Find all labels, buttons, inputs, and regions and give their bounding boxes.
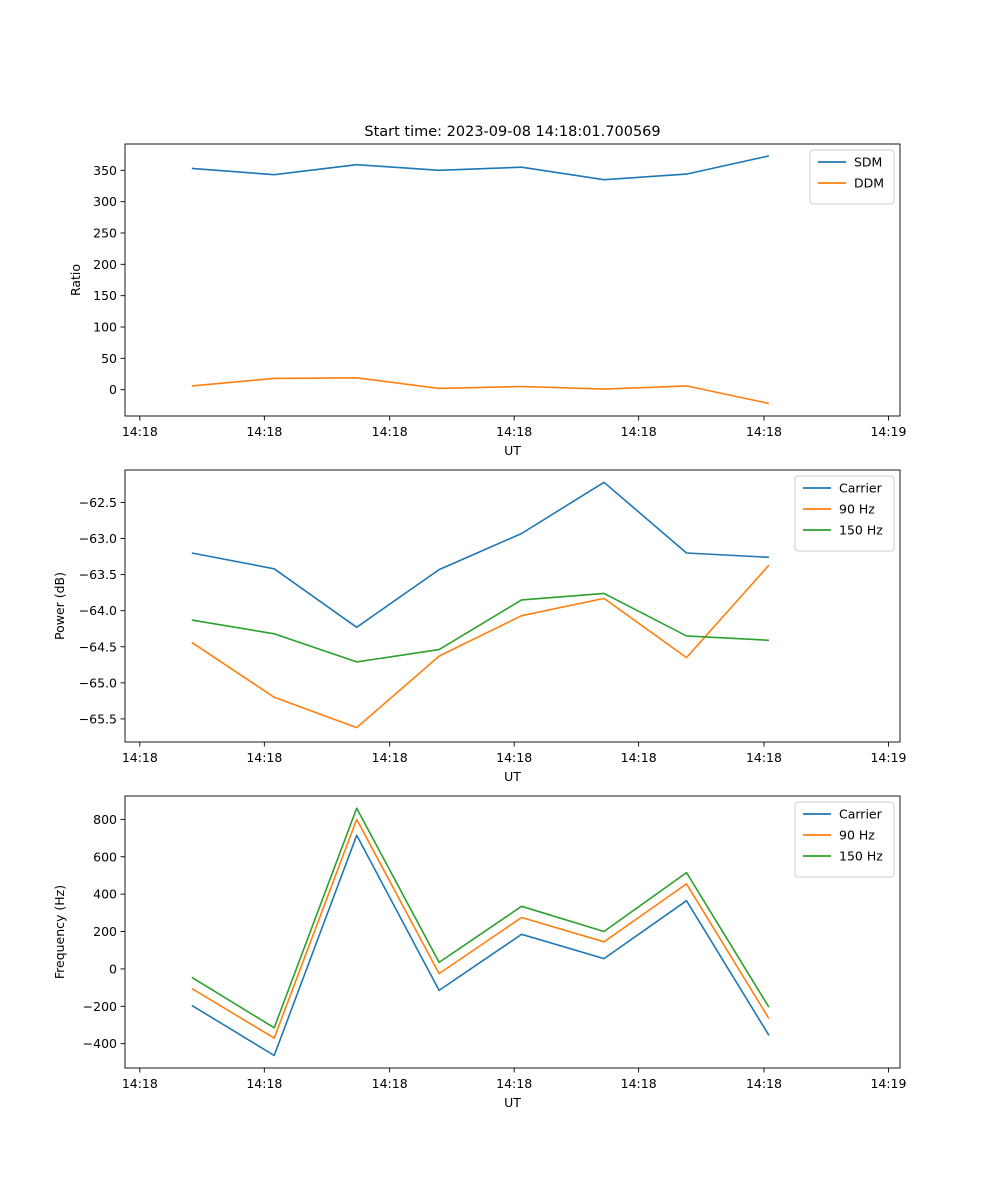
x-tick-label: 14:19 [870, 750, 906, 765]
x-tick-label: 14:18 [372, 1076, 408, 1091]
chart-panel-3: 14:18 14:18 14:18 14:18 14:18 14:18 14:19 −400 −… [52, 795, 907, 1110]
x-tick-label: 14:18 [372, 750, 408, 765]
y-tick-label: 600 [93, 849, 117, 864]
x-tick-label: 14:18 [122, 424, 158, 439]
y-tick-label: −64.5 [79, 639, 117, 654]
y-tick-label: 200 [93, 924, 117, 939]
y-tick-label: −63.5 [79, 567, 117, 582]
y-tick-label: 150 [93, 288, 117, 303]
axes-frame [124, 795, 901, 1069]
figure-title: Start time: 2023-09-08 14:18:01.700569 [364, 124, 660, 140]
x-tick-label: 14:18 [746, 424, 782, 439]
chart-panel-1: 14:18 14:18 14:18 14:18 14:18 14:18 14:19 0 50 10… [68, 143, 907, 458]
y-tick-label: −200 [83, 999, 117, 1014]
y-tick-label: −62.5 [79, 495, 117, 510]
series-line-ddm [191, 376, 770, 405]
y-tick-label: 50 [101, 351, 117, 366]
series-line-150-hz [191, 592, 769, 663]
x-axis-label: UT [504, 769, 521, 784]
y-axis-label: Ratio [68, 264, 83, 296]
x-tick-label: 14:18 [122, 1076, 158, 1091]
x-tick-label: 14:18 [246, 750, 282, 765]
x-tick-label: 14:18 [621, 424, 657, 439]
series-line-carrier [191, 481, 769, 629]
y-tick-label: 400 [93, 887, 117, 902]
y-tick-label: −400 [83, 1036, 117, 1051]
legend: Carrier 90 Hz 150 Hz [794, 475, 895, 552]
legend-box [794, 801, 895, 878]
y-tick-label: −65.5 [79, 711, 117, 726]
legend-box [809, 149, 895, 205]
legend-label: 150 Hz [839, 849, 883, 864]
y-tick-label: 250 [93, 225, 117, 240]
legend-label: Carrier [839, 807, 883, 822]
y-tick-label: 0 [109, 961, 117, 976]
y-tick-label: 100 [93, 320, 117, 335]
x-axis-label: UT [504, 443, 521, 458]
y-tick-label: −65.0 [79, 675, 117, 690]
x-tick-label: 14:18 [746, 1076, 782, 1091]
legend-label: 90 Hz [839, 828, 875, 843]
x-tick-label: 14:18 [621, 750, 657, 765]
legend-box [794, 475, 895, 552]
legend: SDM DDM [809, 149, 895, 205]
x-tick-label: 14:18 [122, 750, 158, 765]
legend-label: SDM [854, 155, 882, 170]
y-axis-label: Power (dB) [52, 572, 67, 640]
y-tick-label: 0 [109, 382, 117, 397]
y-tick-label: −63.0 [79, 531, 117, 546]
x-tick-label: 14:18 [496, 424, 532, 439]
axes-frame [124, 469, 901, 743]
x-tick-label: 14:19 [870, 424, 906, 439]
x-tick-label: 14:18 [372, 424, 408, 439]
axes-frame [124, 143, 901, 417]
legend-label: 150 Hz [839, 523, 883, 538]
y-tick-label: 800 [93, 812, 117, 827]
x-axis-label: UT [504, 1095, 521, 1110]
x-tick-label: 14:18 [246, 1076, 282, 1091]
x-tick-label: 14:18 [246, 424, 282, 439]
x-tick-label: 14:19 [870, 1076, 906, 1091]
legend-label: 90 Hz [839, 502, 875, 517]
y-tick-label: 350 [93, 163, 117, 178]
x-tick-label: 14:18 [496, 750, 532, 765]
x-tick-label: 14:18 [746, 750, 782, 765]
x-tick-label: 14:18 [621, 1076, 657, 1091]
legend-label: DDM [854, 176, 884, 191]
y-tick-label: −64.0 [79, 603, 117, 618]
series-line-150-hz [191, 807, 770, 1029]
series-line-90-hz [191, 818, 770, 1039]
legend: Carrier 90 Hz 150 Hz [794, 801, 895, 878]
y-tick-label: 300 [93, 194, 117, 209]
series-line-sdm [191, 155, 770, 181]
chart-panel-2: 14:18 14:18 14:18 14:18 14:18 14:18 14:19 −65.5… [52, 469, 907, 784]
series-line-90-hz [191, 564, 770, 729]
y-axis-label: Frequency (Hz) [52, 885, 67, 979]
legend-label: Carrier [839, 481, 883, 496]
series-line-carrier [191, 834, 770, 1057]
y-tick-label: 200 [93, 257, 117, 272]
x-tick-label: 14:18 [496, 1076, 532, 1091]
